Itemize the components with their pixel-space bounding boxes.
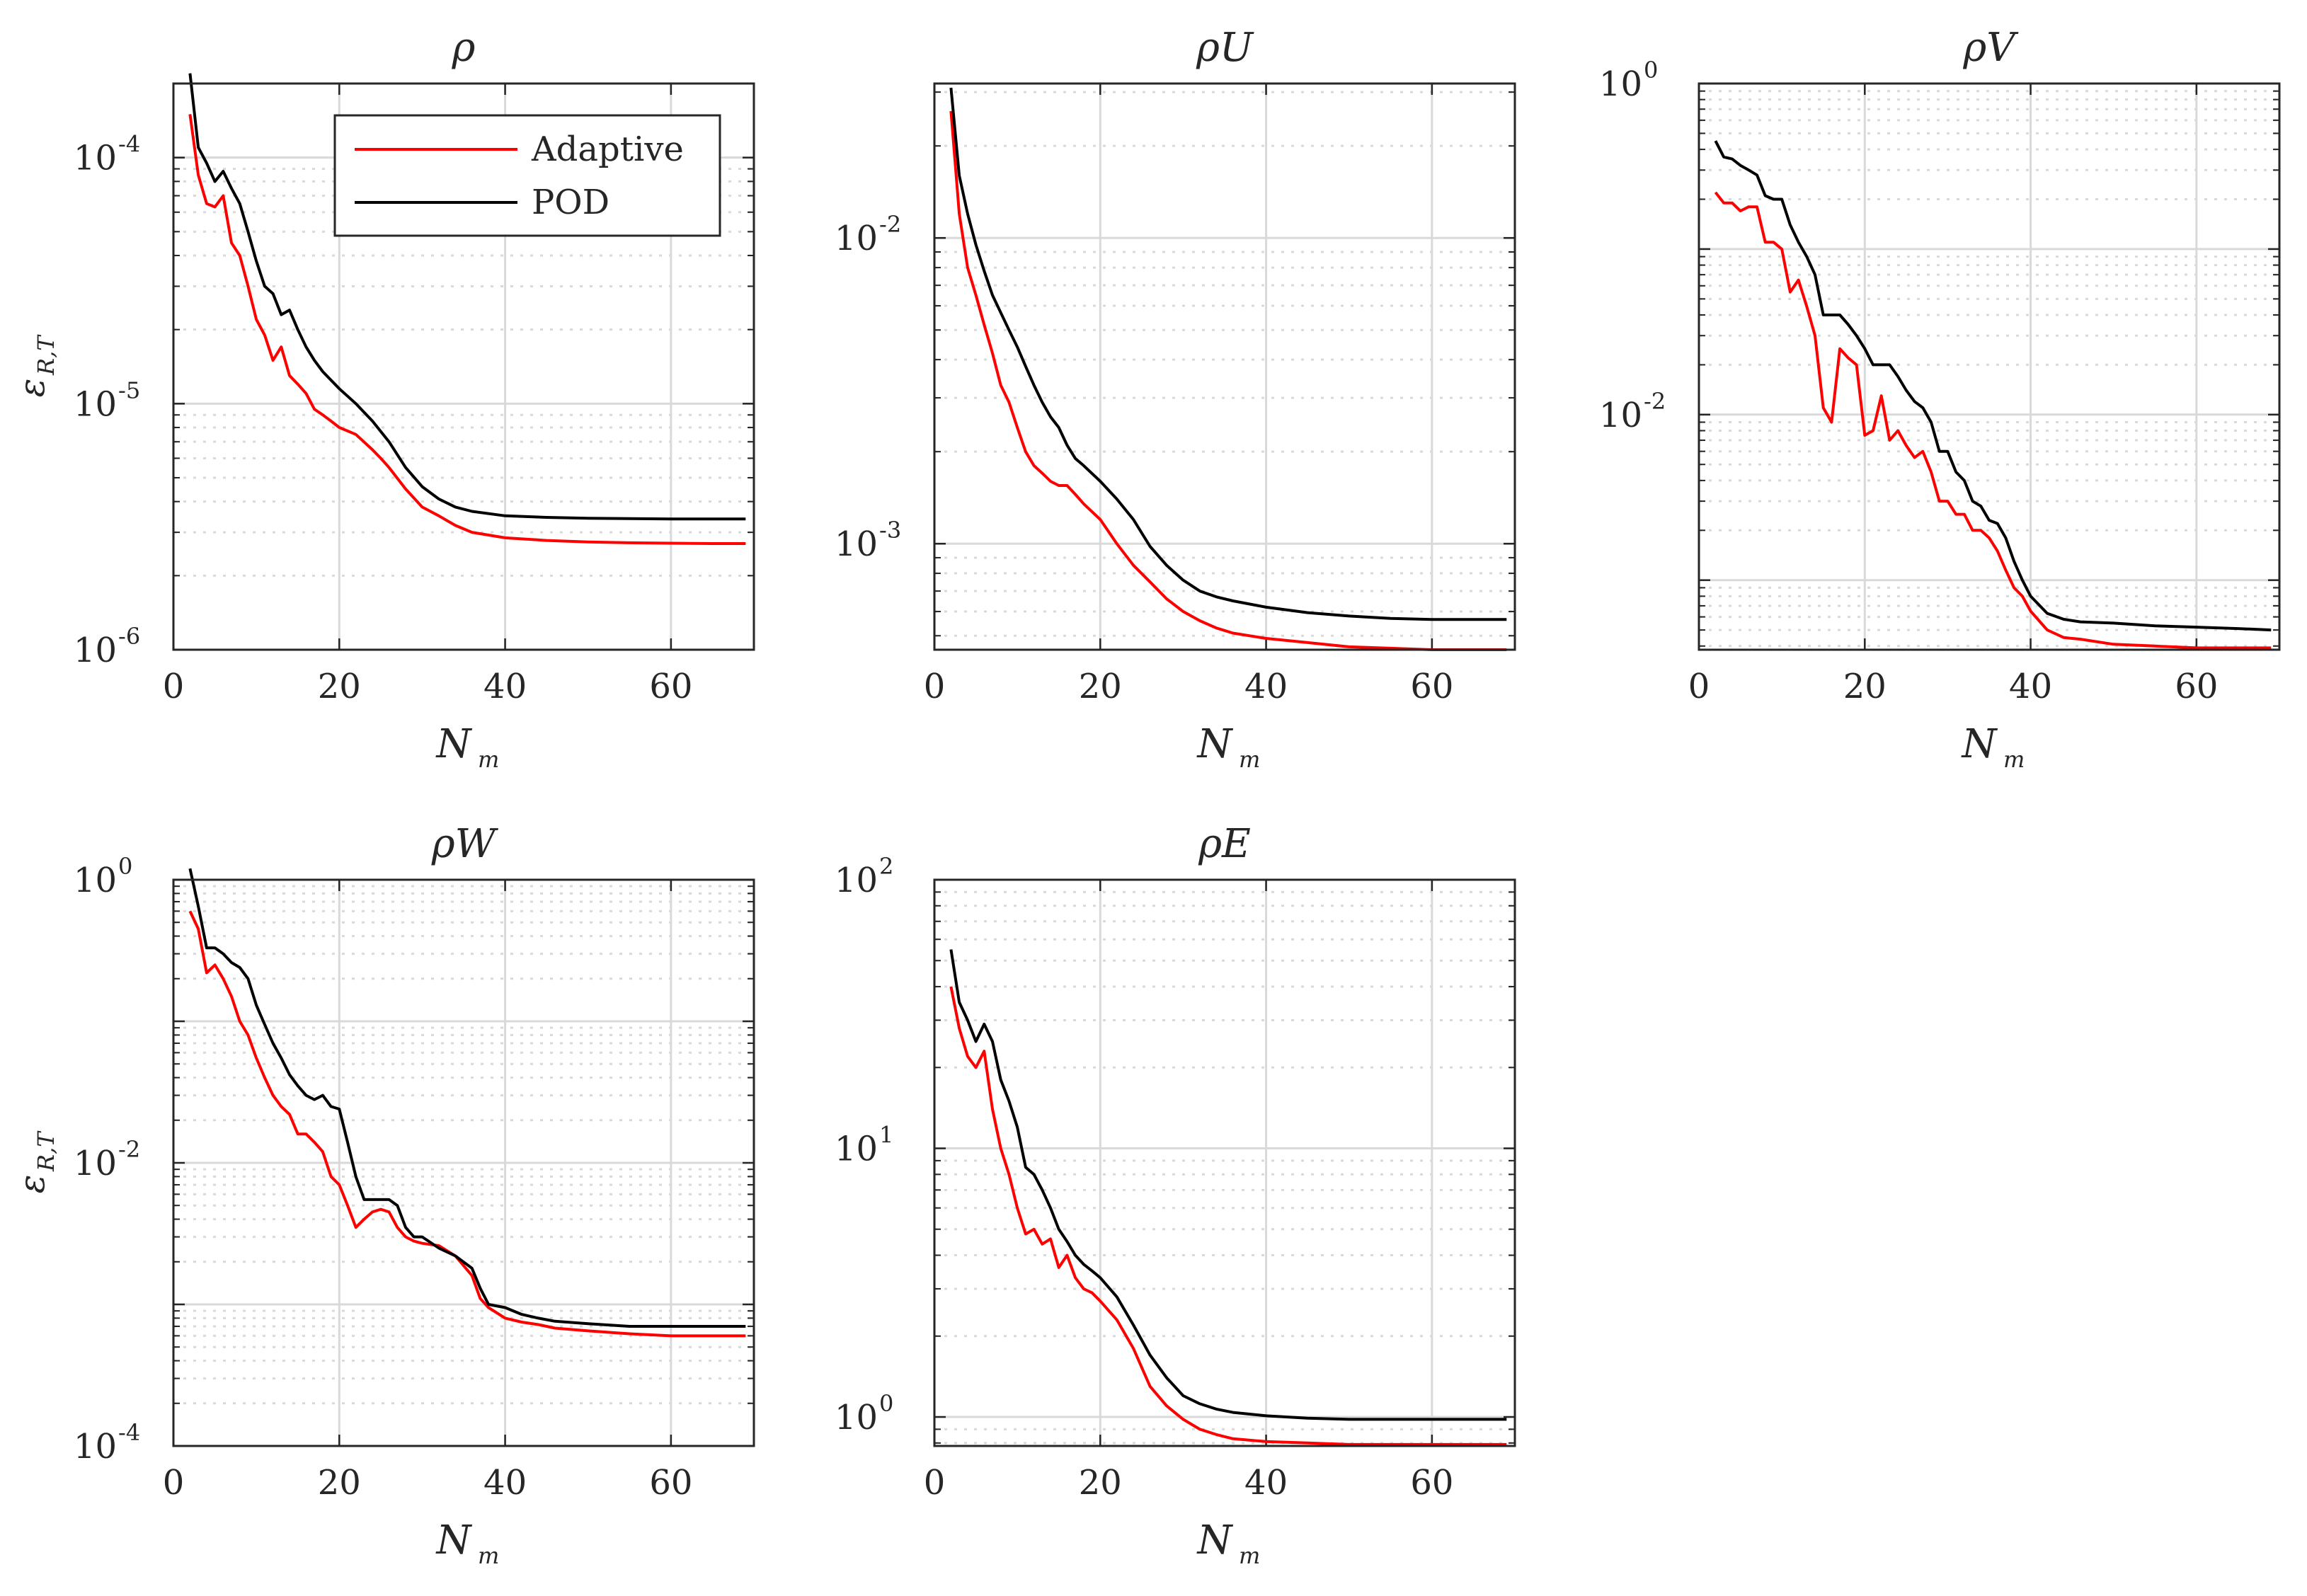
x-tick-label: 40 <box>483 1463 527 1503</box>
y-tick-label: 10 <box>1599 396 1642 435</box>
y-axis-label: ε R,T <box>11 334 59 398</box>
y-tick-label: 10 <box>74 1144 117 1183</box>
y-tick-label: 10 <box>835 1130 878 1169</box>
panel-title: ρW <box>431 821 499 867</box>
y-axis-label-subscript: R,T <box>33 334 59 376</box>
legend-box <box>333 114 721 237</box>
x-tick-label: 40 <box>2009 667 2052 706</box>
legend: Adaptive POD <box>333 114 721 237</box>
x-tick-label: 60 <box>2175 667 2218 706</box>
panel-title: ρE <box>1198 821 1251 867</box>
x-tick-label: 60 <box>649 1463 692 1503</box>
axes-box <box>933 878 1516 1447</box>
y-tick-label: 10 <box>835 861 878 900</box>
x-tick-label: 0 <box>163 667 185 706</box>
x-tick-label: 60 <box>1410 667 1453 706</box>
panel-title: ρ <box>452 25 476 71</box>
x-tick-label: 60 <box>1410 1463 1453 1503</box>
y-axis-label-symbol: ε <box>11 1175 52 1194</box>
y-tick-exponent: -2 <box>1644 388 1666 415</box>
y-tick-exponent: 0 <box>879 1390 893 1417</box>
series-line-adaptive <box>949 110 1507 651</box>
x-axis-label: N <box>1196 721 1234 767</box>
panel-title: ρV <box>1962 25 2019 71</box>
x-tick-label: 20 <box>1843 667 1887 706</box>
x-tick-label: 40 <box>1244 667 1288 706</box>
x-axis-label: N <box>1196 1517 1234 1563</box>
x-tick-label: 20 <box>318 667 361 706</box>
y-tick-label: 10 <box>74 384 117 424</box>
x-axis-label-subscript: m <box>1239 1542 1260 1569</box>
x-tick-label: 20 <box>1079 1463 1122 1503</box>
x-axis-label-subscript: m <box>478 746 499 773</box>
axes-box <box>1698 82 2281 651</box>
series-line-adaptive <box>188 910 746 1338</box>
x-axis-label-subscript: m <box>478 1542 499 1569</box>
x-tick-label: 0 <box>163 1463 185 1503</box>
series-line-adaptive <box>949 986 1507 1446</box>
x-tick-label: 0 <box>924 1463 946 1503</box>
y-axis-label: ε R,T <box>11 1130 59 1194</box>
panel-title: ρU <box>1196 25 1254 71</box>
x-axis-label-subscript: m <box>1239 746 1260 773</box>
y-tick-label: 10 <box>74 139 117 178</box>
y-tick-exponent: -5 <box>118 377 140 403</box>
y-tick-exponent: 0 <box>1644 57 1658 84</box>
y-axis-label-symbol: ε <box>11 379 52 398</box>
y-tick-exponent: -3 <box>879 517 901 544</box>
x-tick-label: 20 <box>1079 667 1122 706</box>
series-line-pod <box>949 87 1507 621</box>
y-tick-label: 10 <box>74 631 117 670</box>
x-tick-label: 20 <box>318 1463 361 1503</box>
x-tick-label: 60 <box>649 667 692 706</box>
y-tick-exponent: 2 <box>879 853 893 880</box>
x-tick-label: 40 <box>1244 1463 1288 1503</box>
y-tick-label: 10 <box>835 524 878 564</box>
y-tick-exponent: -2 <box>118 1136 140 1163</box>
x-tick-label: 40 <box>483 667 527 706</box>
y-tick-exponent: -2 <box>879 211 901 238</box>
series-line-pod <box>188 868 746 1328</box>
y-tick-exponent: -6 <box>118 623 140 650</box>
y-tick-label: 10 <box>835 219 878 258</box>
x-axis-label: N <box>1961 721 1998 767</box>
series-line-adaptive <box>188 114 746 545</box>
y-axis-label-subscript: R,T <box>33 1130 59 1172</box>
y-tick-label: 10 <box>74 1427 117 1466</box>
y-tick-label: 10 <box>835 1398 878 1437</box>
series-line-adaptive <box>1714 191 2272 650</box>
y-tick-exponent: -4 <box>118 1419 140 1446</box>
y-tick-exponent: 1 <box>879 1122 893 1149</box>
series-line-pod <box>188 73 746 521</box>
axes-box <box>172 82 755 651</box>
y-tick-exponent: -4 <box>118 131 140 158</box>
x-tick-label: 0 <box>1688 667 1710 706</box>
series-line-pod <box>1714 140 2272 632</box>
y-tick-label: 10 <box>1599 64 1642 104</box>
x-axis-label: N <box>435 721 473 767</box>
legend-label-adaptive: Adaptive <box>531 130 684 169</box>
axes-box <box>172 878 755 1447</box>
x-tick-label: 0 <box>924 667 946 706</box>
axes-box <box>933 82 1516 651</box>
legend-label-pod: POD <box>532 183 609 222</box>
y-tick-exponent: 0 <box>118 853 132 880</box>
x-axis-label: N <box>435 1517 473 1563</box>
y-tick-label: 10 <box>74 861 117 900</box>
x-axis-label-subscript: m <box>2003 746 2025 773</box>
series-line-pod <box>949 949 1507 1421</box>
